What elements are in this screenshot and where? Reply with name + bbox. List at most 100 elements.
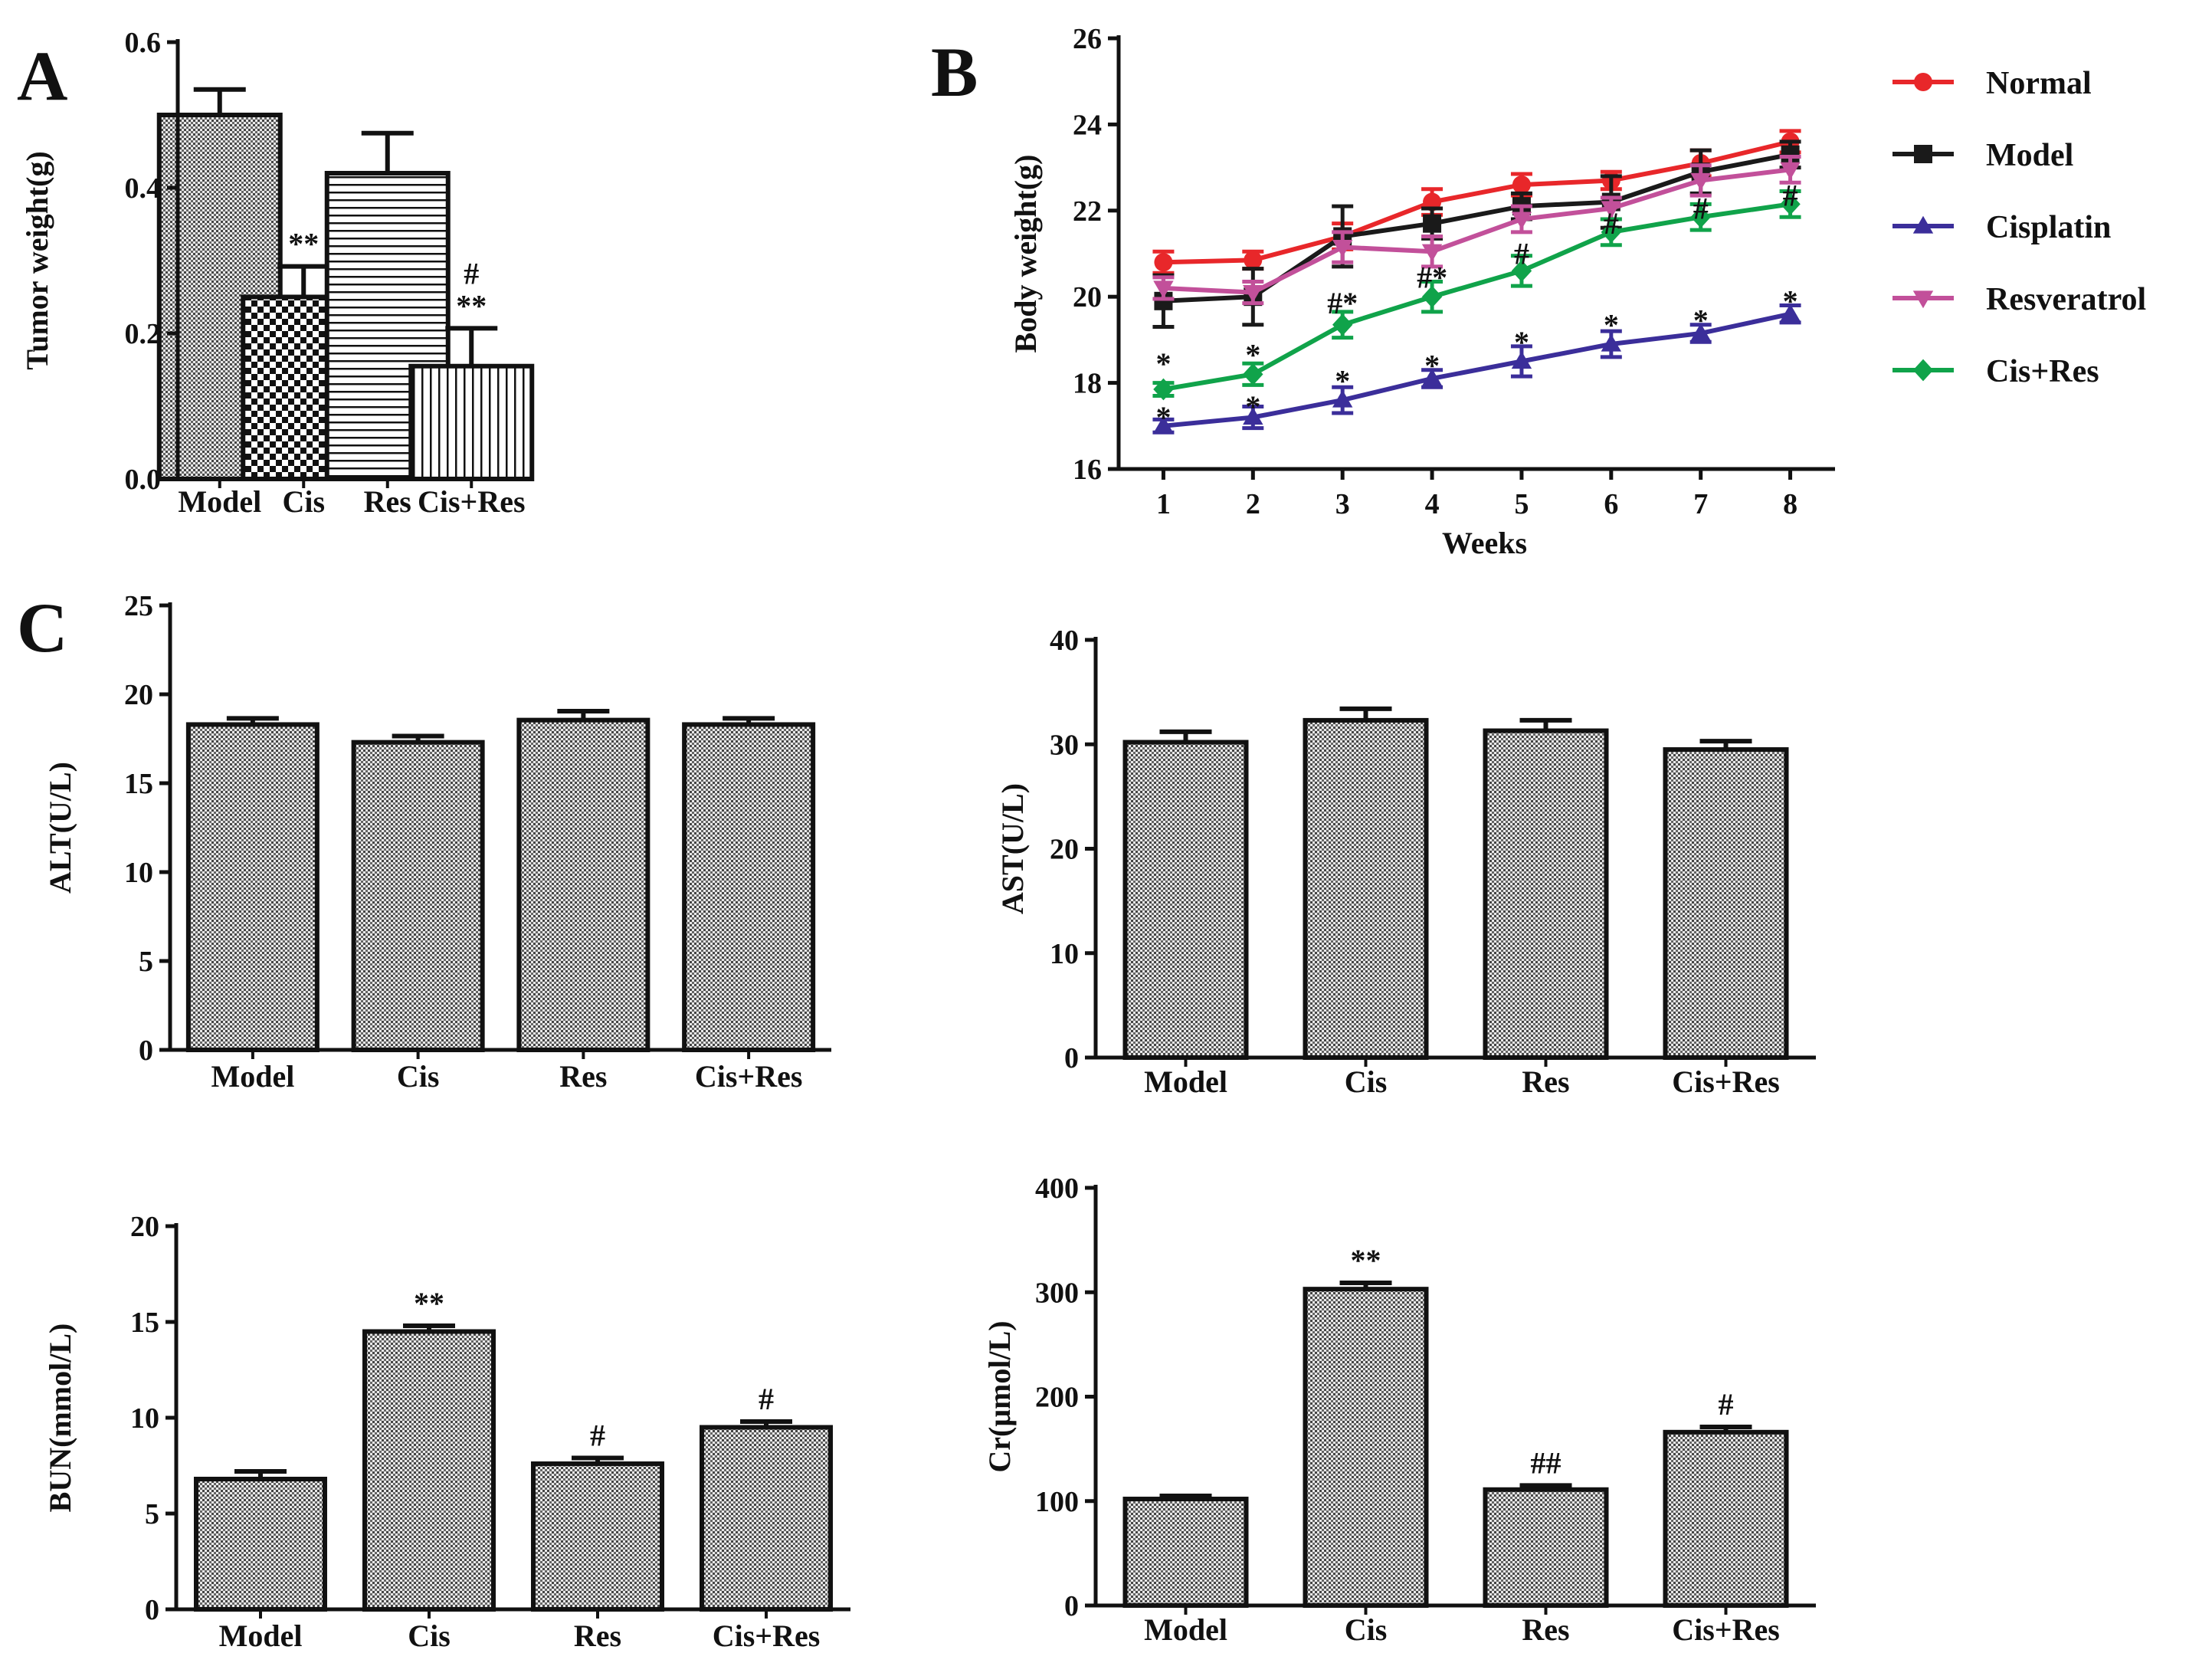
significance-mark: * xyxy=(1514,325,1529,359)
x-tick-label: 3 xyxy=(1335,488,1350,520)
data-point xyxy=(1511,212,1532,230)
y-tick-label: 40 xyxy=(1050,625,1079,657)
y-tick-label: 20 xyxy=(130,1211,159,1243)
significance-mark: ** xyxy=(1351,1243,1381,1277)
y-tick-label: 0 xyxy=(139,1035,153,1067)
data-point xyxy=(1332,389,1353,408)
category-label: Model xyxy=(178,484,261,519)
data-point xyxy=(1421,368,1443,386)
y-tick-label: 5 xyxy=(145,1498,159,1530)
x-tick-label: 5 xyxy=(1514,488,1529,520)
significance-mark: # xyxy=(759,1382,774,1416)
category-label: Cis+Res xyxy=(418,484,526,519)
legend-label: Cisplatin xyxy=(1986,210,2111,245)
y-axis-label: Tumor weight(g) xyxy=(20,151,54,370)
legend-label: Resveratrol xyxy=(1986,282,2146,317)
y-tick-label: 16 xyxy=(1073,454,1102,486)
significance-mark: # xyxy=(1783,179,1798,213)
data-point xyxy=(1511,351,1532,369)
category-label: Cis xyxy=(1345,1612,1388,1647)
series-line xyxy=(1162,202,1791,392)
significance-mark: * xyxy=(1245,389,1260,424)
legend-marker xyxy=(1912,290,1934,309)
significance-mark: ** xyxy=(288,227,319,261)
bar-res xyxy=(531,1461,664,1612)
x-tick-label: 8 xyxy=(1783,488,1797,520)
alt-chart: Model Cis Res Cis+Res 0 5 10 15 20 25 ALT(U/L) xyxy=(43,590,831,1094)
y-tick-label: 20 xyxy=(1050,834,1079,866)
data-point xyxy=(1243,407,1263,425)
category-label: Model xyxy=(1144,1612,1227,1647)
bar-cis xyxy=(362,1329,496,1612)
x-tick-label: 6 xyxy=(1604,488,1618,520)
data-point xyxy=(1690,172,1711,191)
category-label: Res xyxy=(574,1619,621,1653)
significance-mark: # xyxy=(1514,237,1529,271)
legend-item: Resveratrol xyxy=(1892,282,2146,317)
y-tick-label: 0.4 xyxy=(125,172,162,205)
series-line xyxy=(1163,167,1791,295)
significance-mark: ## xyxy=(1531,1445,1562,1480)
category-label: Cis xyxy=(1345,1064,1388,1099)
legend-marker xyxy=(1912,215,1934,234)
significance-mark: * xyxy=(1783,284,1798,318)
x-tick-label: 2 xyxy=(1246,488,1260,520)
data-point xyxy=(1601,221,1622,244)
bar-cis-res xyxy=(1663,747,1789,1060)
y-axis-label: Cr(μmol/L) xyxy=(982,1320,1017,1472)
y-tick-label: 10 xyxy=(124,857,153,889)
data-point xyxy=(1421,244,1443,262)
data-point xyxy=(1601,201,1622,219)
x-axis-label: Weeks xyxy=(1442,526,1527,560)
panel-label-b: B xyxy=(931,33,978,111)
category-label: Cis xyxy=(397,1059,440,1094)
category-label: Cis xyxy=(282,484,325,519)
data-point xyxy=(1153,280,1174,299)
significance-mark: #* xyxy=(1417,260,1447,294)
y-tick-label: 10 xyxy=(1050,938,1079,970)
ast-chart: Model Cis Res Cis+Res 0 10 20 30 40 AST(U/L) xyxy=(995,625,1816,1099)
y-tick-label: 0 xyxy=(1064,1042,1079,1074)
y-tick-label: 26 xyxy=(1073,23,1102,55)
legend-label: Normal xyxy=(1986,66,2092,101)
panel-label-c: C xyxy=(17,589,67,667)
data-point xyxy=(1243,362,1263,385)
category-label: Res xyxy=(559,1059,607,1094)
y-tick-label: 400 xyxy=(1035,1173,1079,1205)
cr-chart: Model Cis ** Res ## Cis+Res #0 100 200 300 400 Cr(μ… xyxy=(982,1173,1816,1647)
y-axis-label: Body weight(g) xyxy=(1008,155,1043,353)
x-tick-label: 7 xyxy=(1693,488,1708,520)
category-label: Cis+Res xyxy=(1672,1064,1780,1099)
data-point xyxy=(1423,214,1442,233)
category-label: Model xyxy=(211,1059,294,1094)
data-point xyxy=(1421,285,1443,308)
data-point xyxy=(1153,415,1174,434)
x-tick-label: 1 xyxy=(1156,488,1171,520)
y-tick-label: 0 xyxy=(1064,1590,1079,1622)
significance-mark: # xyxy=(590,1419,605,1453)
bar-model xyxy=(1122,1497,1249,1609)
data-point xyxy=(1780,192,1801,215)
data-point xyxy=(1512,175,1531,195)
bar-cis-res xyxy=(1663,1429,1789,1608)
significance-mark: # xyxy=(464,256,479,290)
category-label: Res xyxy=(1522,1612,1569,1647)
bar-res xyxy=(1483,728,1609,1060)
y-axis-label: BUN(mmol/L) xyxy=(43,1323,77,1513)
series-resveratrol xyxy=(1152,155,1801,306)
bar-model xyxy=(185,722,320,1052)
data-point xyxy=(1780,303,1801,322)
y-tick-label: 24 xyxy=(1073,109,1102,141)
y-tick-label: 0 xyxy=(145,1594,159,1626)
bar-res xyxy=(1483,1487,1609,1608)
y-tick-label: 200 xyxy=(1035,1382,1079,1414)
y-tick-label: 20 xyxy=(124,679,153,711)
data-point xyxy=(1332,313,1353,336)
data-point xyxy=(1690,323,1711,341)
significance-mark: * xyxy=(1155,400,1171,435)
tumor-weight-chart: Model Cis**Res Cis+Res#**0.00.20.40.6Tumor… xyxy=(20,27,535,519)
data-point xyxy=(1601,333,1622,352)
bar-cis-res xyxy=(700,1425,833,1612)
y-tick-label: 15 xyxy=(130,1307,159,1339)
bar-model xyxy=(1122,740,1249,1061)
